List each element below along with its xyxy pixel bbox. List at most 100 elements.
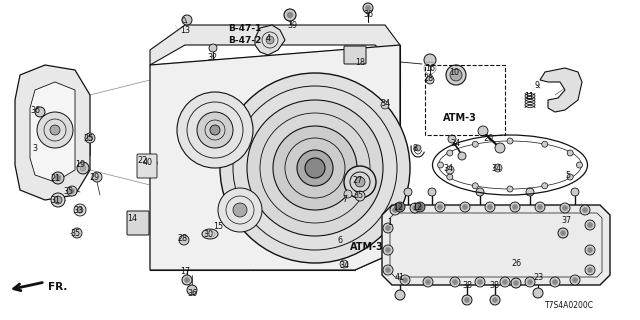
- Text: 32: 32: [207, 52, 217, 61]
- Text: FR.: FR.: [48, 282, 67, 292]
- Circle shape: [77, 207, 83, 213]
- Text: 35: 35: [63, 187, 73, 196]
- Text: 11: 11: [524, 92, 534, 100]
- Circle shape: [35, 107, 45, 117]
- Circle shape: [448, 135, 456, 143]
- Circle shape: [476, 188, 484, 196]
- Circle shape: [500, 277, 510, 287]
- Circle shape: [305, 158, 325, 178]
- Text: 29: 29: [89, 172, 99, 181]
- Circle shape: [490, 295, 500, 305]
- Text: 35: 35: [70, 228, 80, 237]
- Text: 10: 10: [449, 68, 459, 76]
- Text: 39: 39: [287, 20, 297, 29]
- Text: 33: 33: [73, 205, 83, 214]
- Text: 7: 7: [342, 195, 348, 204]
- Circle shape: [446, 166, 454, 174]
- Text: 34: 34: [339, 260, 349, 269]
- Text: 34: 34: [443, 164, 453, 172]
- Circle shape: [488, 204, 493, 210]
- Text: 37: 37: [561, 215, 571, 225]
- Circle shape: [438, 162, 444, 168]
- Circle shape: [403, 277, 408, 283]
- Circle shape: [88, 135, 93, 140]
- Text: 22: 22: [137, 156, 147, 164]
- Circle shape: [485, 202, 495, 212]
- Text: 19: 19: [75, 159, 85, 169]
- Text: 34: 34: [491, 164, 501, 172]
- Circle shape: [510, 202, 520, 212]
- Circle shape: [452, 279, 458, 284]
- Circle shape: [383, 245, 393, 255]
- Circle shape: [550, 277, 560, 287]
- Text: 4: 4: [266, 34, 271, 43]
- Text: 24: 24: [450, 139, 460, 148]
- Text: 30: 30: [203, 229, 213, 238]
- Circle shape: [588, 268, 593, 273]
- Text: 35: 35: [353, 190, 363, 199]
- Circle shape: [417, 204, 422, 210]
- Circle shape: [493, 298, 497, 302]
- Circle shape: [585, 265, 595, 275]
- Circle shape: [495, 143, 505, 153]
- Text: 5: 5: [565, 171, 571, 180]
- Text: 27: 27: [352, 175, 362, 185]
- Circle shape: [184, 277, 189, 283]
- Circle shape: [570, 275, 580, 285]
- Circle shape: [365, 5, 371, 11]
- Circle shape: [428, 188, 436, 196]
- Circle shape: [355, 191, 365, 201]
- Circle shape: [273, 126, 357, 210]
- Circle shape: [233, 203, 247, 217]
- Circle shape: [435, 202, 445, 212]
- Circle shape: [340, 260, 348, 268]
- Text: 38: 38: [489, 281, 499, 290]
- Circle shape: [410, 203, 420, 213]
- Circle shape: [541, 183, 548, 189]
- Circle shape: [209, 44, 217, 52]
- Circle shape: [513, 204, 518, 210]
- Circle shape: [446, 65, 466, 85]
- Circle shape: [426, 76, 434, 84]
- Polygon shape: [255, 25, 285, 55]
- Circle shape: [541, 141, 548, 147]
- Circle shape: [462, 295, 472, 305]
- Circle shape: [573, 277, 577, 283]
- Circle shape: [423, 277, 433, 287]
- Circle shape: [580, 205, 590, 215]
- Circle shape: [143, 156, 157, 170]
- Circle shape: [438, 204, 442, 210]
- Circle shape: [287, 12, 293, 18]
- Circle shape: [70, 188, 74, 194]
- Text: 12: 12: [393, 203, 403, 212]
- Circle shape: [187, 285, 197, 295]
- Polygon shape: [30, 82, 75, 182]
- Circle shape: [535, 202, 545, 212]
- Circle shape: [392, 207, 397, 212]
- Text: 17: 17: [180, 268, 190, 276]
- Circle shape: [177, 92, 253, 168]
- Polygon shape: [150, 45, 400, 270]
- Text: 34: 34: [380, 99, 390, 108]
- Circle shape: [567, 150, 573, 156]
- Circle shape: [182, 15, 192, 25]
- Circle shape: [507, 138, 513, 144]
- Text: 18: 18: [355, 58, 365, 67]
- Text: T7S4A0200C: T7S4A0200C: [545, 301, 594, 310]
- Circle shape: [404, 188, 412, 196]
- Circle shape: [397, 204, 403, 210]
- Circle shape: [74, 204, 86, 216]
- Text: 23: 23: [533, 274, 543, 283]
- Circle shape: [560, 203, 570, 213]
- Text: 41: 41: [395, 274, 405, 283]
- Circle shape: [465, 298, 470, 302]
- Circle shape: [197, 112, 233, 148]
- Circle shape: [447, 174, 453, 180]
- Circle shape: [395, 202, 405, 212]
- Circle shape: [478, 126, 488, 136]
- Circle shape: [390, 205, 400, 215]
- Circle shape: [363, 3, 373, 13]
- Circle shape: [585, 245, 595, 255]
- Text: 26: 26: [511, 260, 521, 268]
- Circle shape: [538, 204, 543, 210]
